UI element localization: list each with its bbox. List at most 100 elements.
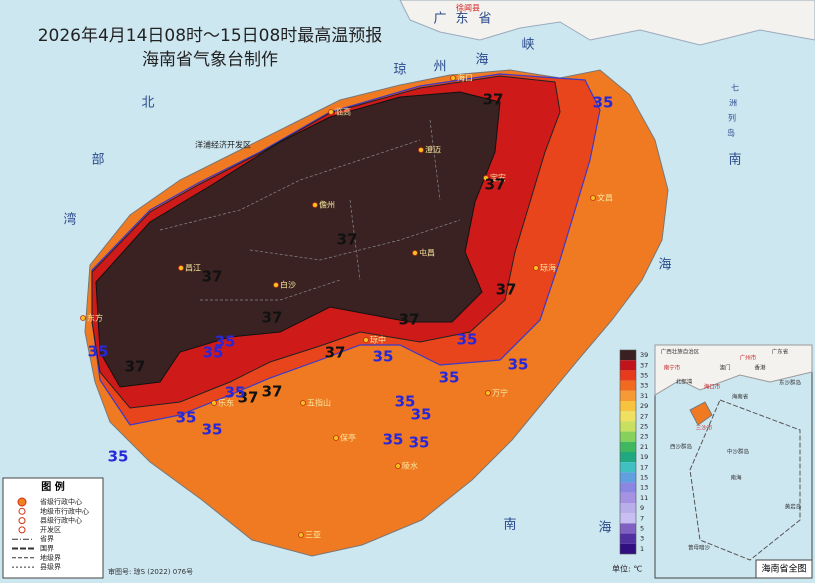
contour-label: 35 <box>508 356 529 374</box>
contour-label: 35 <box>411 406 432 424</box>
legend-symbol <box>18 517 26 525</box>
place-dot <box>485 390 491 396</box>
colorbar-label: 1 <box>640 545 644 553</box>
contour-label: 37 <box>496 281 517 299</box>
colorbar-band <box>620 350 636 361</box>
place-label: 洋浦经济开发区 <box>195 140 251 150</box>
colorbar-label: 7 <box>640 514 644 522</box>
region-label: 岛 <box>727 128 735 138</box>
title: 2026年4月14日08时～15日08时最高温预报 <box>38 26 383 46</box>
subtitle: 海南省气象台制作 <box>142 50 278 70</box>
place-dot <box>273 282 279 288</box>
contour-label: 37 <box>485 176 506 194</box>
colorbar-band <box>620 462 636 473</box>
place-label: 琼海 <box>540 263 556 273</box>
colorbar-band <box>620 390 636 401</box>
inset-label: 广州市 <box>740 354 757 362</box>
inset-land <box>654 344 813 396</box>
place-dot <box>211 400 217 406</box>
region-label: 徐闻县 <box>456 3 480 13</box>
place-label: 儋州 <box>319 200 335 210</box>
place-dot <box>590 195 596 201</box>
place-dot <box>300 400 306 406</box>
region-label: 北 <box>141 96 154 111</box>
place-dot <box>328 109 334 115</box>
colorbar-band <box>620 492 636 503</box>
colorbar-band <box>620 411 636 422</box>
contour-label: 35 <box>203 344 224 362</box>
legend-label: 县级行政中心 <box>40 516 82 525</box>
inset-label: 南宁市 <box>664 364 681 372</box>
inset-label: 西沙群岛 <box>670 443 693 451</box>
contour-label: 35 <box>225 384 246 402</box>
inset-label: 北部湾 <box>676 378 693 386</box>
inset-label: 中沙群岛 <box>727 448 750 456</box>
colorbar-label: 23 <box>640 433 648 441</box>
place-dot <box>178 265 184 271</box>
colorbar-label: 21 <box>640 443 648 451</box>
place-dot <box>483 175 489 181</box>
colorbar-band <box>620 543 636 554</box>
legend-label: 地级市行政中心 <box>40 506 89 515</box>
legend-label: 县级界 <box>40 562 61 571</box>
legend-symbol <box>18 526 26 534</box>
inset-label: 海南省 <box>732 393 749 401</box>
inset-boundary <box>689 399 801 561</box>
colorbar-band <box>620 421 636 432</box>
place-dot <box>312 202 318 208</box>
inset-island <box>689 401 713 426</box>
colorbar-band <box>620 513 636 524</box>
colorbar-label: 13 <box>640 484 648 492</box>
region-label: 湾 <box>63 212 76 228</box>
county-borders <box>159 119 461 301</box>
place-label: 乐东 <box>218 398 234 408</box>
place-label: 三亚 <box>305 531 321 540</box>
legend-title: 图 例 <box>41 480 64 493</box>
place-dot <box>80 315 86 321</box>
region-label: 州 <box>433 60 446 75</box>
region-label: 洲 <box>729 99 737 108</box>
inset-label: 海口市 <box>704 383 721 391</box>
colorbar-label: 35 <box>640 372 648 380</box>
place-dot <box>395 463 401 469</box>
contour-label: 35 <box>383 431 404 449</box>
contour-label: 35 <box>395 393 416 411</box>
colorbar-band <box>620 482 636 493</box>
contour-label: 35 <box>108 448 129 466</box>
colorbar-label: 11 <box>640 494 648 502</box>
colorbar-label: 17 <box>640 463 648 471</box>
colorbar-band <box>620 380 636 391</box>
inset-label: 黄岩岛 <box>785 503 802 511</box>
colorbar-label: 15 <box>640 474 648 482</box>
place-label: 临高 <box>335 107 351 117</box>
place-label: 保亭 <box>340 433 356 443</box>
region-label: 海 <box>475 53 488 68</box>
colorbar-label: 37 <box>640 361 648 369</box>
contour-label: 37 <box>125 358 146 376</box>
colorbar-band <box>620 523 636 534</box>
place-dot <box>450 75 456 81</box>
region-label: 省 <box>478 12 491 27</box>
contour-label: 35 <box>215 333 236 351</box>
place-label: 白沙 <box>280 280 296 290</box>
footer: 审图号: 琼S (2022) 076号 <box>108 567 193 576</box>
colorbar-band <box>620 452 636 463</box>
contour-label: 37 <box>262 309 283 327</box>
legend-symbol <box>18 507 26 515</box>
place-label: 五指山 <box>307 398 331 408</box>
colorbar-label: 19 <box>640 453 648 461</box>
contour-label: 37 <box>325 344 346 362</box>
legend-label: 国界 <box>40 545 54 553</box>
colorbar-label: 29 <box>640 402 648 410</box>
place-label: 陵水 <box>402 461 418 471</box>
place-label: 东方 <box>87 313 103 323</box>
region-label: 海 <box>658 258 671 273</box>
region-label: 峡 <box>521 38 534 53</box>
place-dot <box>412 250 418 256</box>
colorbar-band <box>620 401 636 412</box>
contour-label: 35 <box>176 409 197 427</box>
legend-symbol <box>17 497 27 507</box>
colorbar-band <box>620 503 636 514</box>
contour-label: 35 <box>439 369 460 387</box>
inset-label: 澳门 <box>719 364 730 372</box>
